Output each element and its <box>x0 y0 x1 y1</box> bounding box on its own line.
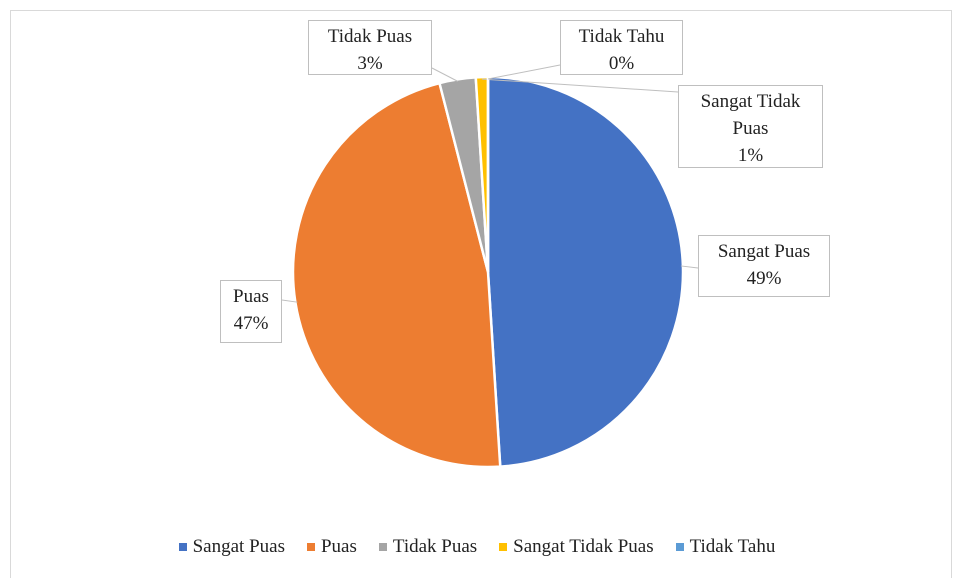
data-label: Tidak Tahu 0% <box>560 20 683 75</box>
leader-line <box>481 78 679 93</box>
data-label-value: 49% <box>746 268 782 289</box>
data-label-value: 0% <box>608 53 635 74</box>
legend-label: Sangat Puas <box>192 536 285 557</box>
data-label: Sangat Tidak Puas 1% <box>678 85 823 168</box>
leader-line <box>431 67 459 82</box>
data-label-value: 3% <box>357 53 383 74</box>
data-label: Puas 47% <box>220 280 282 343</box>
data-label-name: Sangat Tidak Puas <box>700 91 801 139</box>
data-label-name: Sangat Puas <box>717 241 811 262</box>
data-label: Tidak Puas 3% <box>308 20 432 75</box>
pie-slice <box>486 75 685 468</box>
legend-label: Tidak Tahu <box>689 536 776 557</box>
legend-item: Sangat Tidak Puas <box>499 536 654 558</box>
pie-slice <box>291 81 502 469</box>
data-label: Sangat Puas 49% <box>698 235 830 297</box>
data-label-value: 47% <box>233 313 269 334</box>
data-label-name: Tidak Tahu <box>578 26 665 47</box>
legend-label: Puas <box>320 536 357 557</box>
legend-item: Sangat Puas <box>178 536 285 558</box>
chart-frame <box>10 10 952 578</box>
data-label-value: 1% <box>737 145 764 166</box>
legend-swatch <box>378 543 387 551</box>
data-label-name: Puas <box>233 286 269 307</box>
legend-label: Sangat Tidak Puas <box>513 536 654 557</box>
legend-item: Tidak Puas <box>378 536 478 558</box>
legend-swatch <box>306 543 315 551</box>
leader-line <box>680 265 699 269</box>
legend-swatch <box>178 543 187 551</box>
data-label-name: Tidak Puas <box>327 26 413 47</box>
leader-line <box>487 64 561 80</box>
legend-swatch <box>499 543 508 551</box>
legend-item: Tidak Tahu <box>675 536 776 558</box>
leader-line <box>281 299 298 303</box>
legend-item: Puas <box>306 536 357 558</box>
legend-swatch <box>675 543 684 551</box>
legend-label: Tidak Puas <box>392 536 478 557</box>
legend: Sangat Puas Puas Tidak Puas Sangat Tidak Pu… <box>0 536 954 558</box>
